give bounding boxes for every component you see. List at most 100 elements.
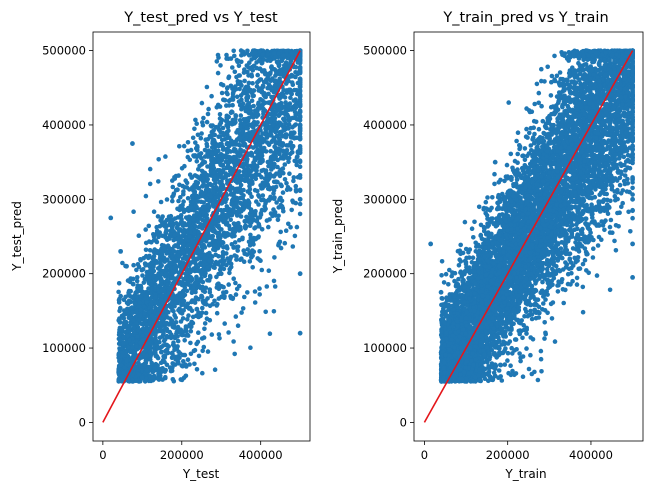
scatter-point	[238, 124, 243, 129]
scatter-point	[170, 307, 175, 313]
scatter-point	[249, 255, 254, 260]
scatter-point	[297, 201, 303, 207]
scatter-point	[267, 119, 273, 124]
scatter-point	[156, 157, 161, 162]
scatter-point	[228, 149, 233, 154]
scatter-point	[177, 144, 182, 149]
scatter-point	[234, 257, 239, 262]
scatter-point	[248, 172, 253, 178]
scatter-point	[220, 163, 226, 168]
scatter-point	[179, 263, 185, 269]
scatter-point	[178, 319, 184, 324]
scatter-point	[221, 245, 226, 250]
scatter-point	[178, 195, 183, 200]
scatter-point	[226, 172, 231, 178]
scatter-point	[131, 209, 136, 214]
scatter-point	[258, 134, 264, 140]
scatter-point	[249, 194, 254, 199]
scatter-point	[233, 314, 239, 319]
scatter-point	[234, 130, 239, 135]
scatter-point	[268, 84, 274, 90]
scatter-point	[158, 276, 163, 281]
scatter-point	[291, 178, 296, 184]
scatter-point	[241, 193, 246, 198]
scatter-point	[271, 165, 276, 170]
scatter-point	[271, 309, 277, 314]
scatter-point	[261, 197, 266, 203]
scatter-point	[288, 133, 293, 138]
scatter-point	[254, 163, 260, 169]
scatter-point	[263, 168, 269, 173]
scatter-point	[180, 308, 185, 313]
scatter-point	[131, 281, 136, 287]
scatter-point	[258, 97, 263, 102]
scatter-point	[244, 157, 250, 163]
scatter-point	[175, 206, 180, 212]
scatter-point	[126, 292, 131, 298]
scatter-point	[184, 288, 190, 294]
scatter-point	[276, 63, 282, 69]
scatter-point	[225, 91, 230, 97]
scatter-point	[188, 340, 193, 346]
scatter-point	[275, 103, 281, 108]
scatter-point	[203, 204, 208, 210]
scatter-point	[152, 247, 157, 252]
scatter-point	[194, 307, 199, 312]
scatter-point	[214, 59, 220, 64]
scatter-point	[176, 361, 181, 366]
scatter-point	[273, 127, 279, 132]
scatter-point	[176, 253, 181, 258]
scatter-point	[196, 353, 202, 359]
scatter-point	[171, 257, 176, 263]
scatter-point	[245, 95, 251, 100]
scatter-point	[271, 278, 277, 284]
scatter-point	[217, 122, 223, 128]
scatter-point	[116, 332, 122, 338]
scatter-point	[185, 140, 191, 145]
scatter-point	[141, 255, 146, 261]
scatter-point	[193, 224, 198, 229]
scatter-point	[166, 344, 171, 349]
scatter-point	[228, 294, 233, 299]
scatter-point	[265, 140, 270, 145]
scatter-point	[195, 132, 201, 138]
scatter-point	[247, 259, 253, 264]
scatter-point	[275, 164, 280, 170]
scatter-point	[206, 106, 211, 112]
scatter-point	[242, 167, 248, 172]
scatter-point	[275, 51, 281, 56]
scatter-point	[155, 345, 161, 351]
reference-line	[102, 50, 301, 423]
scatter-point	[220, 82, 226, 88]
scatter-point	[156, 179, 161, 184]
scatter-point	[200, 262, 206, 268]
scatter-point	[200, 348, 205, 354]
scatter-point	[213, 252, 218, 258]
scatter-point	[192, 260, 198, 266]
scatter-point	[117, 325, 123, 331]
scatter-point	[189, 175, 195, 180]
scatter-point	[214, 303, 219, 308]
scatter-point	[163, 271, 169, 277]
scatter-point	[208, 161, 214, 167]
scatter-point	[188, 270, 193, 275]
y-tick-label: 0	[79, 415, 86, 429]
scatter-point	[253, 225, 258, 230]
scatter-point	[277, 76, 283, 81]
scatter-point	[245, 84, 251, 89]
scatter-point	[237, 237, 242, 243]
chart-title: Y_train_pred vs Y_train	[442, 10, 608, 26]
scatter-point	[233, 280, 238, 286]
scatter-point	[147, 310, 152, 315]
scatter-point	[135, 360, 141, 366]
scatter-point	[271, 51, 277, 56]
y-tick-label: 200000	[42, 267, 86, 281]
scatter-point	[172, 345, 177, 350]
scatter-point	[166, 245, 172, 251]
scatter-point	[143, 247, 149, 253]
scatter-point	[208, 168, 214, 174]
scatter-point	[613, 248, 619, 253]
scatter-point	[221, 284, 226, 290]
scatter-point	[181, 359, 186, 364]
scatter-point	[297, 66, 303, 71]
